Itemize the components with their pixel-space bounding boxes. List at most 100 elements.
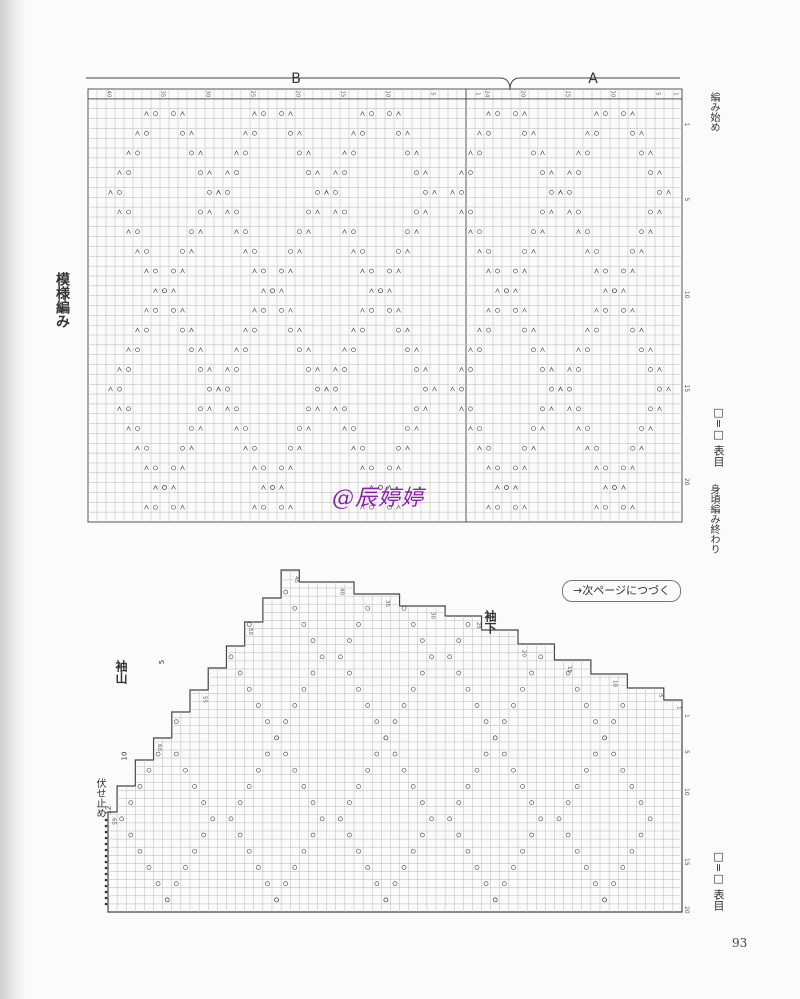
yarn-over-symbol (135, 229, 140, 234)
yarn-over-symbol (465, 622, 471, 627)
edge-dot (104, 866, 108, 870)
decrease-symbol (540, 229, 545, 234)
yarn-over-symbol (414, 209, 419, 215)
yarn-over-symbol (153, 308, 158, 313)
decrease-symbol (234, 150, 239, 156)
yarn-over-symbol (639, 347, 644, 353)
yarn-over-symbol (347, 670, 352, 676)
yarn-over-symbol (306, 170, 311, 175)
yarn-over-symbol (401, 605, 407, 611)
yarn-over-symbol (146, 865, 152, 870)
yarn-over-symbol (576, 209, 581, 215)
decrease-symbol (594, 110, 599, 116)
yarn-over-symbol (565, 670, 571, 676)
decrease-symbol (117, 366, 122, 372)
yarn-over-symbol (243, 426, 248, 431)
yarn-over-symbol (292, 865, 298, 870)
yarn-over-symbol (410, 686, 416, 692)
decrease-symbol (414, 425, 419, 431)
yarn-over-symbol (283, 881, 288, 886)
decrease-symbol (522, 504, 527, 510)
yarn-over-symbol (378, 288, 383, 294)
yarn-over-symbol (351, 229, 356, 234)
decrease-symbol (585, 130, 590, 136)
decrease-symbol (522, 268, 527, 274)
row-number: 15 (683, 384, 690, 392)
yarn-over-symbol (144, 130, 149, 136)
yarn-over-symbol (387, 308, 392, 313)
yarn-over-symbol (387, 268, 392, 274)
decrease-symbol (657, 366, 662, 372)
yarn-over-symbol (620, 703, 626, 708)
yarn-over-symbol (474, 703, 480, 708)
yarn-over-symbol (511, 703, 516, 708)
decrease-symbol (189, 248, 194, 254)
top-legend: □=□ 表目 (712, 406, 725, 467)
yarn-over-symbol (261, 308, 266, 313)
decrease-symbol (288, 268, 293, 274)
yarn-over-symbol (279, 308, 284, 313)
yarn-over-symbol (459, 386, 464, 392)
decrease-symbol (666, 386, 671, 392)
yarn-over-symbol (603, 111, 608, 116)
decrease-symbol (387, 288, 392, 293)
yarn-over-symbol (180, 249, 185, 254)
decrease-symbol (486, 465, 491, 471)
yarn-over-symbol (621, 465, 626, 471)
yarn-over-symbol (620, 767, 626, 773)
decrease-symbol (405, 445, 410, 451)
yarn-over-symbol (414, 406, 419, 412)
yarn-over-symbol (639, 229, 644, 234)
edge-dot (104, 854, 108, 858)
decrease-symbol (495, 484, 500, 490)
decrease-symbol (576, 347, 581, 352)
yarn-over-symbol (584, 703, 589, 708)
yarn-over-symbol (246, 784, 252, 789)
decrease-symbol (477, 248, 482, 254)
yarn-over-symbol (648, 406, 653, 412)
yarn-over-symbol (522, 445, 527, 451)
decrease-symbol (198, 150, 203, 156)
yarn-over-symbol (621, 308, 626, 313)
yarn-over-symbol (648, 170, 653, 175)
yarn-over-symbol (447, 816, 452, 822)
decrease-symbol (630, 268, 635, 274)
yarn-over-symbol (306, 406, 311, 412)
decrease-symbol (126, 229, 131, 234)
decrease-symbol (171, 484, 176, 490)
decrease-symbol (459, 366, 464, 372)
column-number: 24 (484, 90, 490, 97)
yarn-over-symbol (319, 816, 325, 822)
decrease-symbol (549, 366, 554, 372)
decrease-symbol (144, 504, 149, 510)
decrease-symbol (171, 288, 176, 293)
yarn-over-symbol (265, 751, 270, 757)
yarn-over-symbol (171, 308, 176, 313)
decrease-symbol (414, 150, 419, 156)
yarn-over-symbol (146, 767, 152, 773)
yarn-over-symbol (593, 751, 598, 757)
decrease-symbol (486, 110, 491, 116)
yarn-over-symbol (520, 686, 525, 692)
yarn-over-symbol (333, 190, 338, 195)
decrease-symbol (459, 209, 464, 215)
yarn-over-symbol (171, 465, 176, 471)
yarn-over-symbol (585, 426, 590, 431)
yarn-over-symbol (502, 719, 507, 724)
column-number: 35 (160, 90, 166, 97)
decrease-symbol (450, 189, 455, 195)
decrease-symbol (180, 268, 185, 274)
page-number: 93 (732, 936, 748, 950)
yarn-over-symbol (584, 865, 589, 870)
decrease-symbol (126, 347, 131, 352)
decrease-symbol (405, 248, 410, 254)
yarn-over-symbol (201, 800, 206, 805)
yarn-over-symbol (513, 504, 518, 510)
yarn-over-symbol (574, 848, 580, 854)
yarn-over-symbol (603, 268, 608, 274)
yarn-over-symbol (128, 800, 134, 805)
column-number: 1 (475, 92, 481, 96)
yarn-over-symbol (540, 209, 545, 215)
decrease-symbol (126, 150, 131, 156)
